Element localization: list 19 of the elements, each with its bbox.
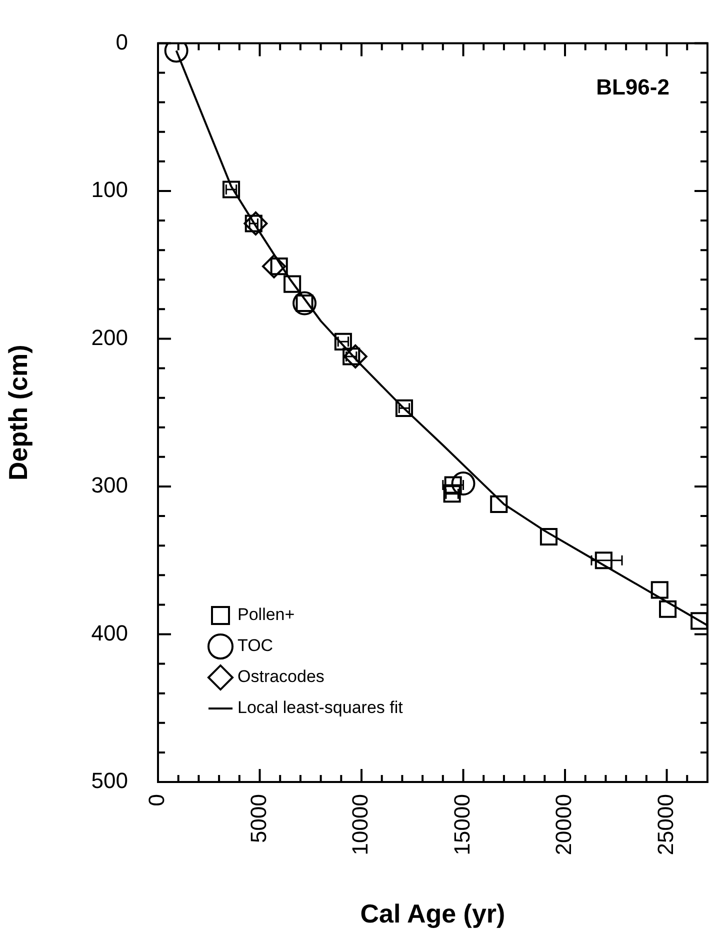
legend-label: Pollen+: [238, 605, 295, 624]
legend-label: Local least-squares fit: [238, 698, 404, 718]
x-tick-label: 5000: [246, 794, 271, 843]
x-tick-label: 25000: [652, 794, 678, 856]
legend-label: Ostracodes: [238, 667, 324, 686]
x-tick-label: 0: [144, 794, 170, 806]
text: BL96-2: [596, 74, 670, 100]
legend-label: TOC: [238, 636, 274, 656]
y-tick-label: 100: [91, 177, 128, 202]
y-tick-label: 400: [91, 620, 128, 646]
y-tick-label: 300: [91, 472, 128, 498]
x-tick-label: 15000: [449, 794, 474, 856]
x-axis-title: Cal Age (yr): [360, 898, 506, 929]
x-tick-label: 20000: [551, 794, 576, 856]
x-tick-label: 10000: [348, 794, 373, 856]
y-tick-label: 200: [91, 324, 128, 350]
y-tick-label: 500: [91, 768, 128, 794]
y-axis-title: Depth (cm): [2, 344, 33, 480]
y-tick-label: 0: [116, 29, 128, 54]
